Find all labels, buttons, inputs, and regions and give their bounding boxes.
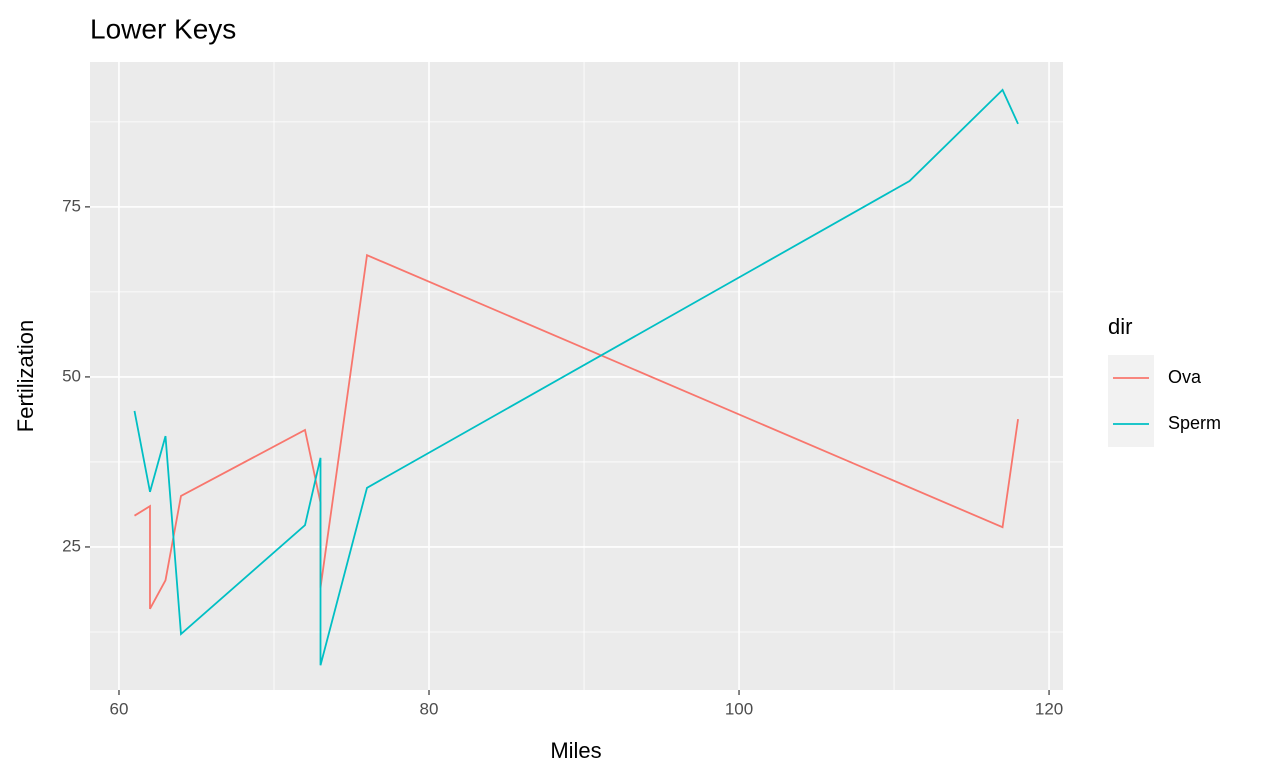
legend-label: Ova [1168, 367, 1202, 387]
legend-label: Sperm [1168, 413, 1221, 433]
x-tick-label: 80 [420, 699, 439, 718]
y-axis-label: Fertilization [13, 320, 38, 432]
x-tick-label: 60 [110, 699, 129, 718]
line [134, 253, 1019, 610]
y-tick-label: 75 [62, 196, 81, 215]
legend-title: dir [1108, 314, 1132, 339]
y-tick-label: 50 [62, 366, 81, 385]
panel [90, 62, 1063, 690]
x-tick-label: 100 [725, 699, 753, 718]
line [133, 88, 1019, 666]
chart-title: Lower Keys [90, 13, 236, 44]
y-tick-label: 25 [62, 536, 81, 555]
x-axis-label: Miles [550, 738, 601, 763]
x-tick-label: 120 [1035, 699, 1063, 718]
